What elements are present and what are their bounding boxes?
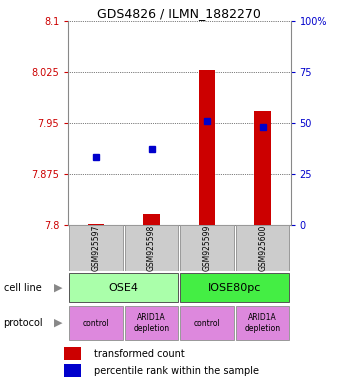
- Bar: [64, 364, 81, 377]
- Bar: [254, 111, 271, 225]
- Text: GSM925598: GSM925598: [147, 225, 156, 271]
- Bar: [125, 306, 178, 340]
- Text: IOSE80pc: IOSE80pc: [208, 283, 262, 293]
- Text: control: control: [194, 319, 220, 328]
- Text: GSM925597: GSM925597: [92, 225, 100, 271]
- Text: transformed count: transformed count: [94, 349, 185, 359]
- Text: cell line: cell line: [4, 283, 41, 293]
- Text: ▶: ▶: [54, 283, 62, 293]
- Text: percentile rank within the sample: percentile rank within the sample: [94, 366, 259, 376]
- Bar: [236, 306, 289, 340]
- Bar: [69, 225, 123, 271]
- Bar: [181, 306, 234, 340]
- Bar: [236, 225, 289, 271]
- Title: GDS4826 / ILMN_1882270: GDS4826 / ILMN_1882270: [97, 7, 261, 20]
- Text: GSM925600: GSM925600: [258, 225, 267, 271]
- Bar: [64, 347, 81, 360]
- Bar: [181, 225, 234, 271]
- Text: protocol: protocol: [4, 318, 43, 328]
- Text: ▶: ▶: [54, 318, 62, 328]
- Text: OSE4: OSE4: [109, 283, 139, 293]
- Bar: [125, 225, 178, 271]
- Bar: [199, 70, 216, 225]
- Bar: [88, 224, 104, 225]
- Text: GSM925599: GSM925599: [203, 225, 212, 271]
- Text: ARID1A
depletion: ARID1A depletion: [134, 313, 170, 333]
- Bar: [143, 214, 160, 225]
- Text: control: control: [83, 319, 110, 328]
- Text: ARID1A
depletion: ARID1A depletion: [245, 313, 281, 333]
- Bar: [69, 273, 178, 302]
- Bar: [181, 273, 289, 302]
- Bar: [69, 306, 123, 340]
